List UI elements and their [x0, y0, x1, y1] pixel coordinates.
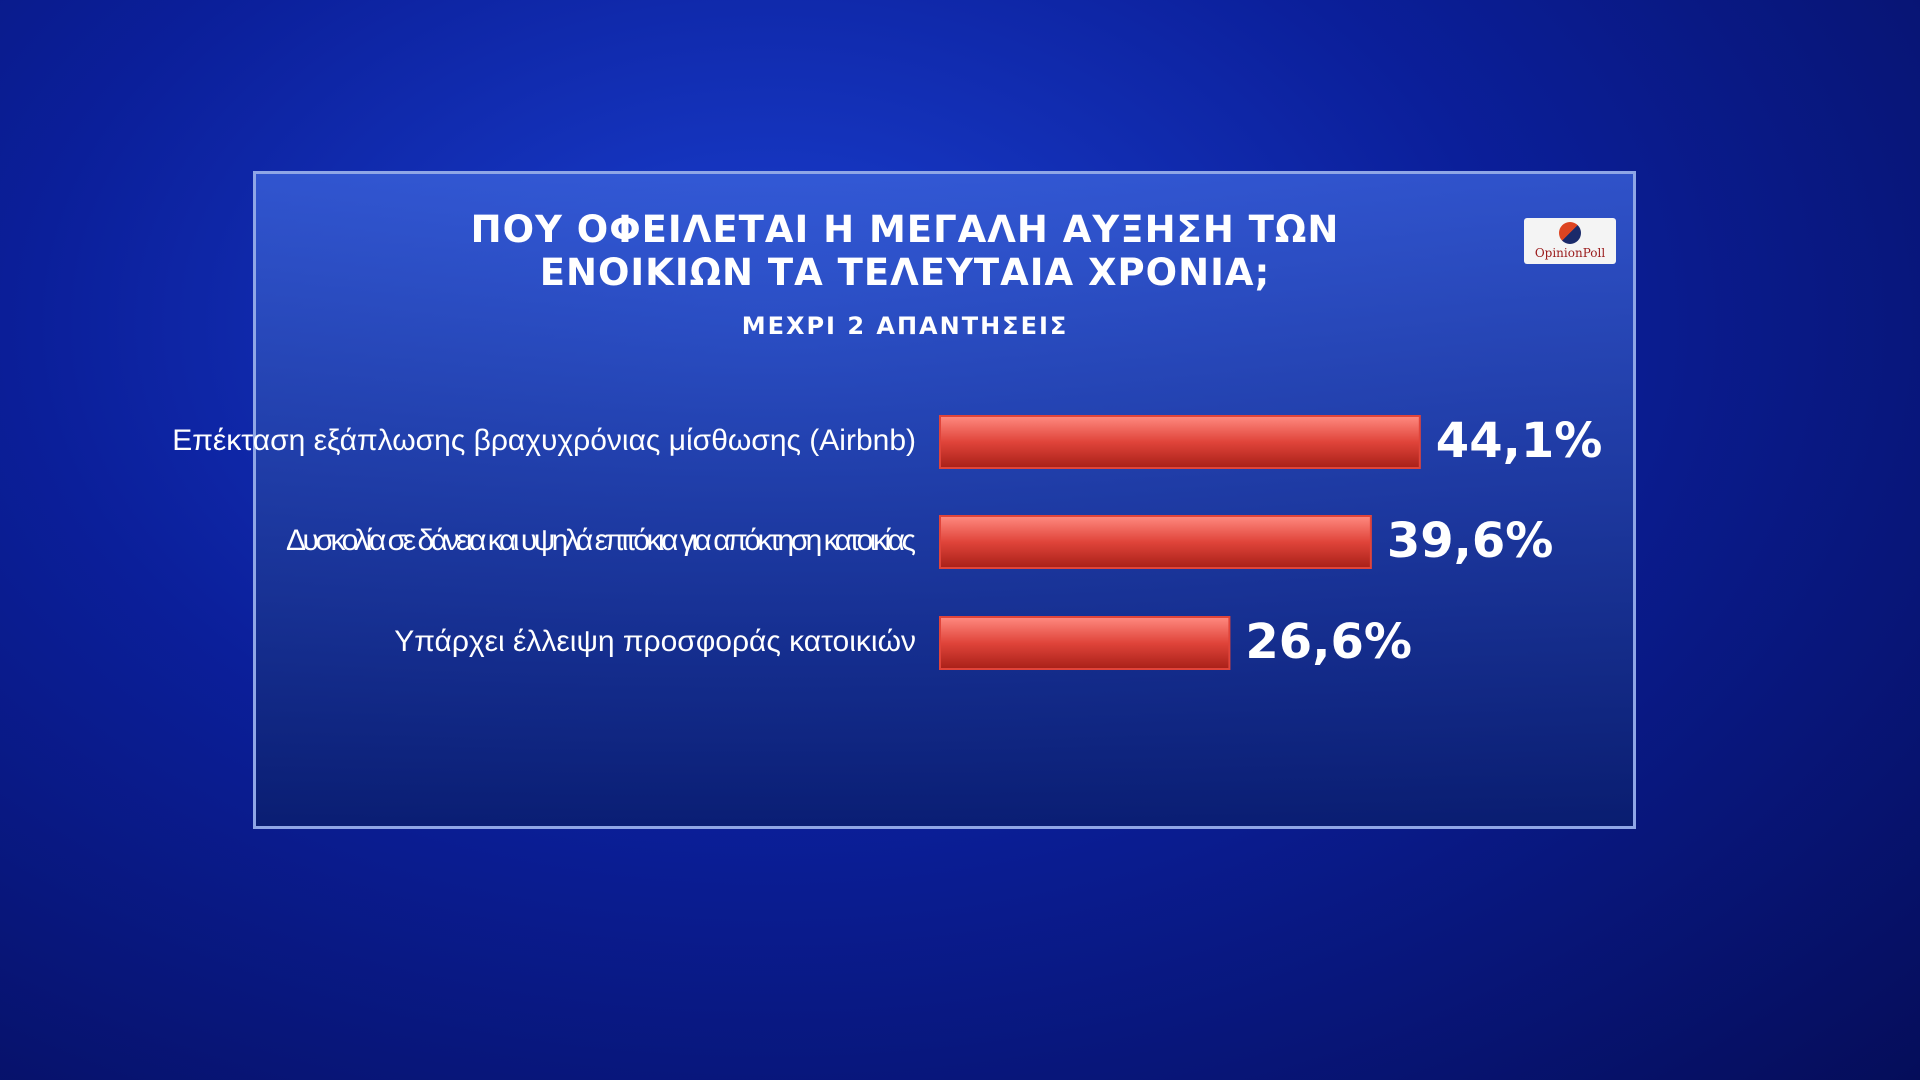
category-label: Δυσκολία σε δάνεια και υψηλά επιτόκια γι…	[286, 524, 916, 557]
logo-icon	[1559, 222, 1581, 244]
bar	[939, 415, 1421, 469]
chart-subtitle: ΜΕΧΡΙ 2 ΑΠΑΝΤΗΣΕΙΣ	[741, 312, 1069, 340]
chart-title: ΠΟΥ ΟΦΕΙΛΕΤΑΙ Η ΜΕΓΑΛΗ ΑΥΞΗΣΗ ΤΩΝ ΕΝΟΙΚΙ…	[470, 208, 1340, 294]
category-label: Υπάρχει έλλειψη προσφοράς κατοικιών	[394, 625, 916, 658]
bar	[939, 515, 1372, 569]
category-label: Επέκταση εξάπλωσης βραχυχρόνιας μίσθωσης…	[172, 424, 916, 457]
value-label: 39,6%	[1387, 513, 1554, 569]
logo-text: OpinionPoll	[1534, 246, 1606, 260]
logo: OpinionPoll	[1524, 218, 1616, 264]
value-label: 44,1%	[1436, 413, 1603, 469]
value-label: 26,6%	[1245, 614, 1412, 670]
bar	[939, 616, 1231, 670]
panel	[253, 171, 1636, 829]
